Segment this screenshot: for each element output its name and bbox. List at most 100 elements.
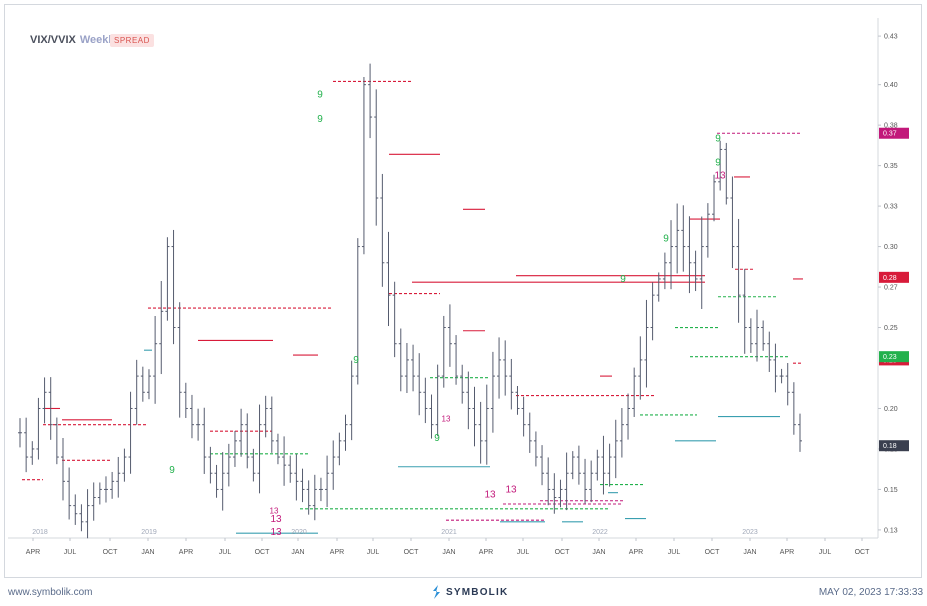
ohlc-bar bbox=[349, 360, 354, 441]
ohlc-bar bbox=[128, 391, 133, 474]
spread-badge: SPREAD bbox=[110, 34, 154, 47]
ohlc-bar bbox=[779, 368, 784, 384]
ohlc-bar bbox=[748, 318, 753, 353]
ohlc-bar bbox=[718, 140, 723, 191]
ohlc-bar bbox=[288, 455, 293, 483]
ohlc-bar bbox=[595, 449, 600, 481]
ohlc-bar bbox=[171, 229, 176, 345]
ohlc-bar bbox=[60, 437, 65, 501]
x-tick-label: APR bbox=[629, 549, 643, 556]
ohlc-bar bbox=[447, 304, 452, 367]
chart-frame bbox=[4, 4, 922, 578]
ohlc-bar bbox=[202, 407, 207, 474]
setup-count-label: 9 bbox=[353, 355, 359, 366]
setup-count-label: 13 bbox=[270, 527, 282, 538]
ohlc-bar bbox=[699, 216, 704, 309]
ohlc-bar bbox=[159, 281, 164, 375]
setup-count-label: 9 bbox=[715, 158, 721, 169]
ohlc-bar bbox=[564, 452, 569, 511]
ohlc-bar bbox=[79, 504, 84, 532]
ohlc-bar bbox=[472, 386, 477, 447]
ohlc-bar bbox=[91, 482, 96, 521]
chart-title: VIX/VVIX Weekly bbox=[30, 34, 118, 46]
ohlc-bar bbox=[67, 467, 72, 520]
ohlc-bar bbox=[196, 408, 201, 441]
ohlc-bar bbox=[497, 337, 502, 399]
ohlc-bar bbox=[650, 282, 655, 341]
y-tick-label: 0.15 bbox=[884, 487, 898, 494]
footer-brand: SYMBOLIK bbox=[430, 583, 508, 601]
footer-website[interactable]: www.symbolik.com bbox=[8, 587, 93, 598]
ohlc-bar bbox=[570, 451, 575, 480]
ohlc-bar bbox=[521, 396, 526, 437]
ohlc-bar bbox=[773, 343, 778, 393]
ohlc-bar bbox=[312, 474, 317, 521]
ohlc-bar bbox=[263, 395, 268, 438]
ohlc-bar bbox=[325, 455, 330, 508]
ohlc-bar bbox=[54, 417, 59, 465]
ohlc-bar bbox=[110, 471, 115, 499]
setup-count-label: 9 bbox=[620, 274, 626, 285]
price-tag: 0.23 bbox=[879, 351, 909, 363]
ohlc-bar bbox=[36, 397, 41, 460]
x-axis: APR JUL OCT JAN APR JUL OCT JAN APR JUL OCT JAN APR J… bbox=[26, 529, 870, 556]
y-tick-label: 0.33 bbox=[884, 204, 898, 211]
year-label: 2019 bbox=[141, 529, 157, 536]
x-tick-label: JUL bbox=[367, 549, 380, 556]
price-tag-bg bbox=[879, 271, 909, 283]
ohlc-bar bbox=[380, 173, 385, 287]
chart-timeframe[interactable]: Weekly bbox=[79, 34, 118, 46]
ohlc-bar bbox=[785, 363, 790, 406]
ohlc-bar bbox=[189, 394, 194, 439]
ohlc-bar bbox=[282, 436, 287, 486]
ohlc-bar bbox=[546, 457, 551, 506]
symbolik-logo-icon bbox=[433, 585, 440, 599]
ohlc-bar bbox=[558, 479, 563, 508]
ohlc-bar bbox=[460, 364, 465, 404]
x-tick-label: JUL bbox=[219, 549, 232, 556]
x-tick-label: JAN bbox=[291, 549, 304, 556]
x-tick-label: APR bbox=[330, 549, 344, 556]
y-tick-label: 0.38 bbox=[884, 123, 898, 130]
price-tag-value: 0.37 bbox=[883, 131, 897, 138]
ohlc-bar bbox=[435, 364, 440, 437]
ohlc-bar bbox=[466, 371, 471, 430]
setup-count-label: 13 bbox=[270, 514, 282, 525]
ohlc-bar bbox=[662, 252, 667, 290]
price-tag: 0.18 bbox=[879, 440, 909, 452]
setup-count-label: 9 bbox=[169, 465, 175, 476]
ohlc-bar bbox=[687, 216, 692, 294]
setup-count-label: 13 bbox=[270, 507, 279, 516]
price-tag-value: 0.23 bbox=[883, 354, 897, 361]
ohlc-bar bbox=[552, 473, 557, 514]
ohlc-bar bbox=[146, 369, 151, 400]
ohlc-bar bbox=[18, 418, 22, 448]
ohlc-bar bbox=[705, 203, 710, 258]
price-tag: 0.37 bbox=[879, 127, 909, 139]
ohlc-bar bbox=[294, 454, 299, 501]
ohlc-bar bbox=[361, 76, 366, 255]
ohlc-bar bbox=[761, 320, 766, 351]
ohlc-bar bbox=[368, 63, 373, 139]
ohlc-bar bbox=[226, 443, 231, 487]
x-tick-label: OCT bbox=[555, 549, 571, 556]
year-label: 2023 bbox=[742, 529, 758, 536]
y-tick-label: 0.30 bbox=[884, 244, 898, 251]
ohlc-bar bbox=[337, 432, 342, 466]
year-label: 2021 bbox=[441, 529, 457, 536]
ohlc-bar bbox=[386, 231, 391, 327]
ohlc-bar bbox=[232, 430, 237, 467]
grid-layer bbox=[8, 18, 879, 539]
ohlc-bar bbox=[454, 335, 459, 385]
ohlc-bar bbox=[300, 468, 305, 503]
ohlc-bar bbox=[208, 446, 213, 484]
ohlc-bar bbox=[183, 382, 188, 418]
setup-count-label: 13 bbox=[714, 171, 726, 182]
x-tick-label: OCT bbox=[705, 549, 721, 556]
ohlc-bar bbox=[374, 89, 379, 226]
setup-count-label: 13 bbox=[505, 485, 517, 496]
ohlc-bar bbox=[85, 489, 90, 539]
ohlc-bar bbox=[515, 385, 520, 415]
ohlc-bar bbox=[767, 331, 772, 372]
